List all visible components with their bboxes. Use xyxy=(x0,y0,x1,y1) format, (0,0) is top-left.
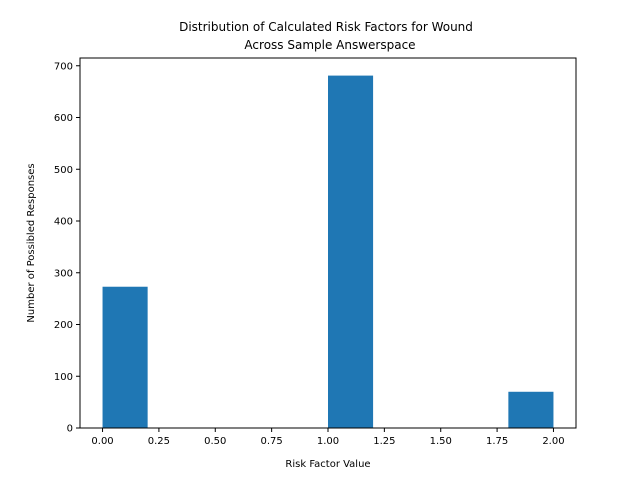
chart-title: Distribution of Calculated Risk Factors … xyxy=(179,20,473,52)
x-tick-label: 2.00 xyxy=(542,436,564,447)
y-tick-label: 200 xyxy=(54,320,73,331)
x-tick-label: 1.25 xyxy=(373,436,395,447)
x-axis-label: Risk Factor Value xyxy=(285,459,370,470)
x-axis-ticks: 0.00 0.25 0.50 0.75 1.00 1.25 1.50 1.75 2.00 xyxy=(91,428,565,447)
x-tick-label: 0.50 xyxy=(204,436,226,447)
x-tick-label: 0.75 xyxy=(261,436,283,447)
histogram-bar-0 xyxy=(102,286,148,428)
chart-title-line-1: Distribution of Calculated Risk Factors … xyxy=(179,20,473,34)
y-tick-label: 600 xyxy=(54,113,73,124)
x-tick-label: 0.25 xyxy=(148,436,170,447)
y-tick-label: 400 xyxy=(54,217,73,228)
y-tick-label: 0 xyxy=(67,424,73,435)
y-tick-label: 700 xyxy=(54,61,73,72)
bars-group xyxy=(102,75,554,428)
x-tick-label: 0.00 xyxy=(91,436,113,447)
y-tick-label: 100 xyxy=(54,372,73,383)
histogram-bar-9 xyxy=(508,391,554,428)
x-tick-label: 1.50 xyxy=(430,436,452,447)
chart-title-line-2: Across Sample Answerspace xyxy=(244,38,415,52)
x-tick-label: 1.75 xyxy=(486,436,508,447)
y-axis-ticks: 0 100 200 300 400 500 600 700 xyxy=(54,61,80,435)
histogram-bar-5 xyxy=(328,75,374,428)
y-tick-label: 500 xyxy=(54,165,73,176)
y-axis-label: Number of Possibled Responses xyxy=(26,163,37,322)
x-tick-label: 1.00 xyxy=(317,436,339,447)
y-tick-label: 300 xyxy=(54,268,73,279)
